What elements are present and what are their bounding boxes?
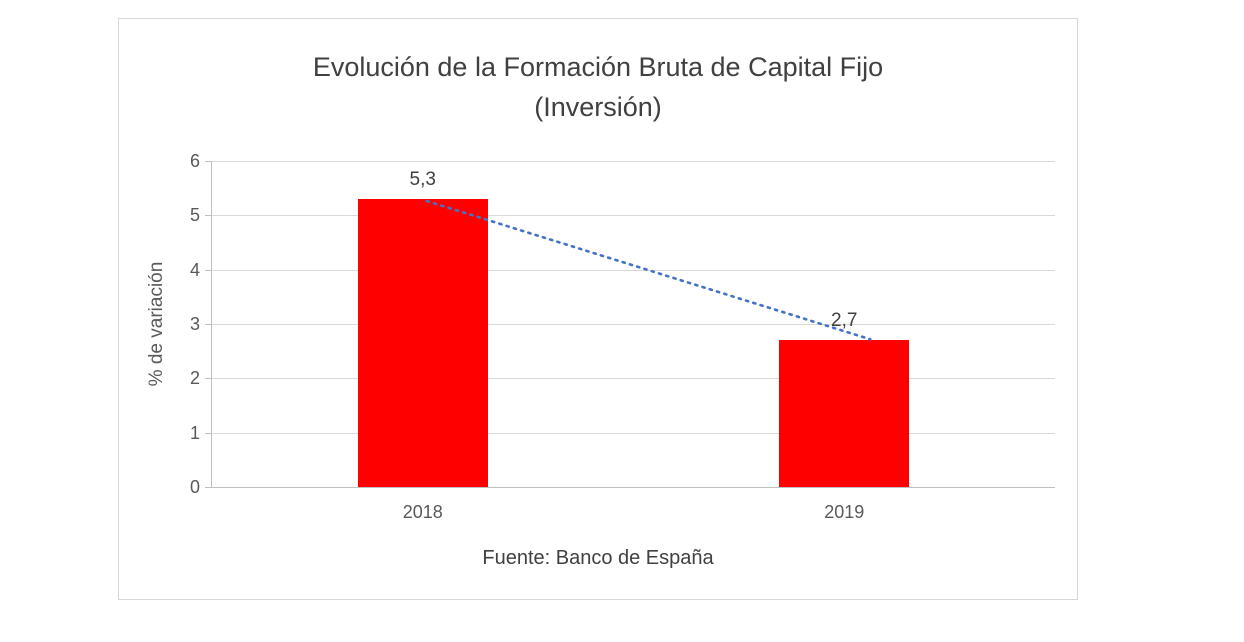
- chart-title-line2: (Inversión): [534, 92, 662, 122]
- y-tick-label: 6: [189, 151, 200, 171]
- chart-title-line1: Evolución de la Formación Bruta de Capit…: [312, 52, 884, 82]
- chart-title: Evolución de la Formación Bruta de Capit…: [119, 47, 1077, 127]
- y-tick-label: 1: [189, 422, 200, 443]
- x-tick-label: 2018: [402, 502, 443, 522]
- y-axis-tick: [205, 215, 212, 217]
- y-axis-tick: [205, 324, 212, 325]
- trendline: [425, 199, 872, 341]
- y-axis-tick: [205, 269, 212, 271]
- y-tick-label: 2: [189, 368, 200, 389]
- y-axis-tick: [205, 432, 212, 434]
- x-tick-label: 2019: [824, 502, 865, 522]
- y-axis-tick: [205, 378, 212, 380]
- y-axis-tick: [205, 161, 212, 162]
- gridline: [212, 161, 1055, 162]
- gridline: [212, 432, 1055, 434]
- source-caption: Fuente: Banco de España: [482, 547, 714, 569]
- y-tick-label: 4: [189, 259, 200, 280]
- bar-2019: [779, 340, 910, 487]
- bar-value-label: 5,3: [409, 169, 436, 191]
- y-axis-tick: [205, 487, 212, 488]
- plot-area: 0 1 2 3 4 5 6 5,3 2018 2,7 2019: [190, 151, 1055, 522]
- bar-2018: [357, 199, 488, 487]
- gridline: [212, 215, 1055, 217]
- y-tick-label: 5: [189, 205, 200, 226]
- bar-value-label: 2,7: [831, 310, 858, 332]
- chart-frame: Evolución de la Formación Bruta de Capit…: [118, 18, 1078, 600]
- gridline: [212, 378, 1055, 380]
- y-tick-label: 3: [189, 314, 200, 334]
- y-tick-label: 0: [189, 477, 200, 497]
- gridline: [212, 269, 1055, 271]
- gridline: [212, 324, 1055, 325]
